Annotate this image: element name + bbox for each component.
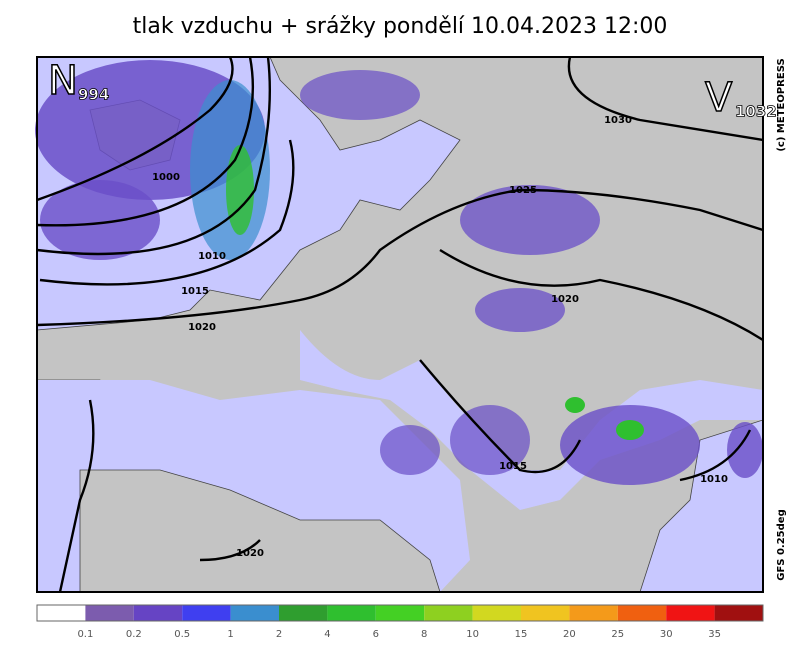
colorbar-swatch: [375, 605, 425, 621]
colorbar-swatch: [230, 605, 279, 621]
map-frame: [36, 56, 764, 593]
colorbar-label: 0.5: [174, 629, 190, 640]
colorbar-swatch: [424, 605, 473, 621]
colorbar-swatch: [279, 605, 328, 621]
colorbar-label: 8: [421, 629, 427, 640]
colorbar-label: 0.1: [77, 629, 93, 640]
colorbar-swatch: [133, 605, 183, 621]
colorbar-label: 10: [466, 629, 479, 640]
isobar-label: 1025: [509, 185, 537, 196]
colorbar-label: 4: [324, 629, 330, 640]
colorbar-swatch: [666, 605, 715, 621]
isobar-label: 1020: [236, 548, 264, 559]
isobar-label: 1020: [188, 322, 216, 333]
isobar-label: 1030: [604, 115, 632, 126]
colorbar-label: 0.2: [126, 629, 142, 640]
isobar-label: 1000: [152, 172, 180, 183]
map: 1000 1010 1015 1020 1025 1020 1030 1015 1010 1020…: [35, 56, 777, 593]
colorbar-swatch: [85, 605, 134, 621]
colorbar-swatch: [714, 605, 763, 621]
colorbar-swatch: [182, 605, 231, 621]
colorbar-frame: [36, 604, 764, 622]
model: GFS 0.25deg: [776, 509, 787, 581]
colorbar-label: 20: [563, 629, 576, 640]
colorbar-label: 6: [373, 629, 379, 640]
isobars: [36, 56, 764, 593]
isobar-label: 1015: [499, 461, 527, 472]
colorbar-label: 30: [660, 629, 673, 640]
colorbar-swatch: [521, 605, 570, 621]
isobar-label: 1010: [700, 474, 728, 485]
credit: (c) METEOPRESS: [776, 58, 787, 151]
colorbar-swatch: [37, 605, 86, 621]
precipitation: [35, 60, 763, 485]
colorbar-label: 35: [708, 629, 721, 640]
colorbar-swatch: [569, 605, 618, 621]
colorbar-swatch: [327, 605, 376, 621]
center-value: 994: [78, 86, 109, 104]
colorbar: 0.1 0.2 0.5 1 2 4 6 8 10 15 20 25 30 35: [36, 604, 764, 640]
isobar-label: 1020: [551, 294, 579, 305]
colorbar-label: 25: [611, 629, 624, 640]
isobar-label: 1015: [181, 286, 209, 297]
center-letter: N: [48, 58, 78, 104]
colorbar-label: 15: [515, 629, 528, 640]
center-letter: V: [705, 75, 733, 121]
isobar-labels: 1000 1010 1015 1020 1025 1020 1030 1015 1010 1020: [152, 115, 728, 559]
colorbar-label: 1: [227, 629, 233, 640]
isobar-label: 1010: [198, 251, 226, 262]
mediterranean: [300, 330, 763, 510]
center-value: 1032: [735, 103, 777, 121]
colorbar-swatch: [472, 605, 521, 621]
title: tlak vzduchu + srážky pondělí 10.04.2023…: [133, 14, 668, 39]
colorbar-swatch: [617, 605, 667, 621]
colorbar-label: 2: [276, 629, 282, 640]
